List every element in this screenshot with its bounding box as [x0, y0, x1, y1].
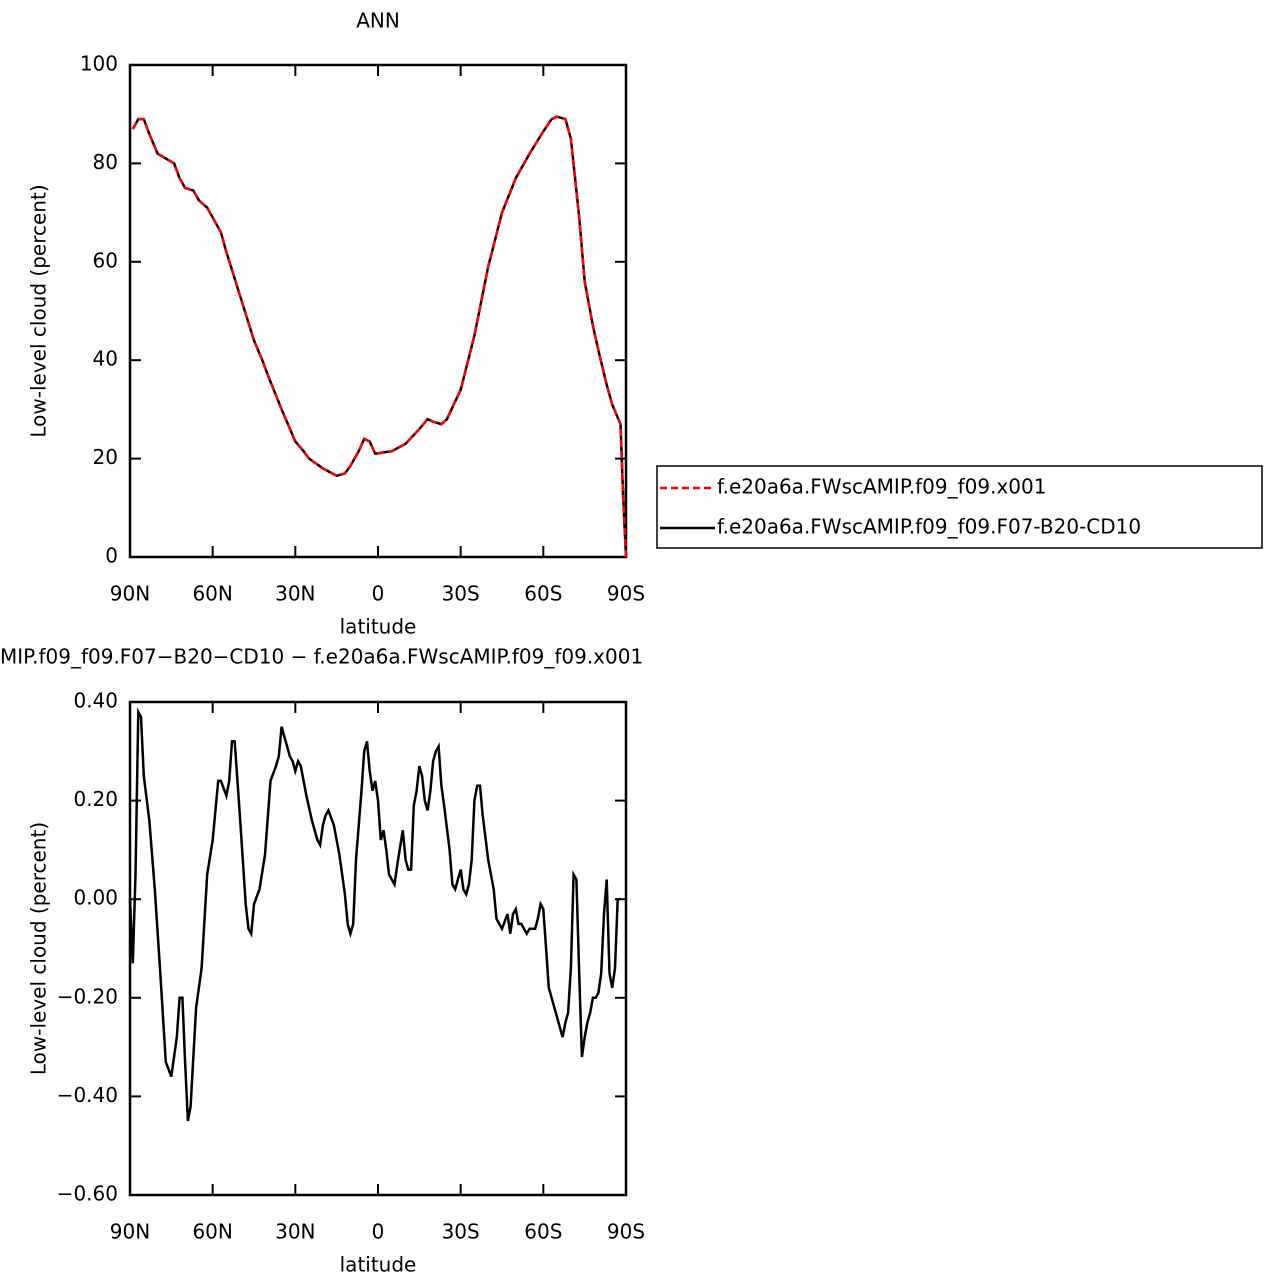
data-line: [131, 115, 628, 558]
x-tick-label: 30N: [275, 582, 315, 606]
x-axis-label: latitude: [340, 615, 417, 639]
y-tick-label: 80: [93, 150, 118, 174]
legend-label: f.e20a6a.FWscAMIP.f09_f09.x001: [717, 475, 1046, 499]
y-tick-label: 0.00: [73, 886, 118, 910]
y-tick-label: 40: [93, 347, 118, 371]
plot-frame: [128, 700, 628, 1197]
legend-label: f.e20a6a.FWscAMIP.f09_f09.F07-B20-CD10: [717, 515, 1141, 539]
chart-title: MIP.f09_f09.F07−B20−CD10 − f.e20a6a.FWsc…: [0, 645, 643, 669]
x-tick-label: 60S: [524, 582, 562, 606]
x-tick-label: 0: [372, 1220, 385, 1244]
y-tick-label: −0.60: [57, 1182, 118, 1206]
x-tick-label: 60N: [192, 582, 232, 606]
y-axis-label: Low-level cloud (percent): [27, 822, 51, 1075]
x-tick-label: 60S: [524, 1220, 562, 1244]
chart-title: ANN: [356, 9, 400, 33]
x-tick-label: 90N: [110, 582, 150, 606]
plot-frame: [128, 63, 628, 559]
y-tick-label: 100: [80, 52, 118, 76]
legend-box: [656, 465, 1263, 549]
y-tick-label: 60: [93, 248, 118, 272]
x-tick-label: 0: [372, 582, 385, 606]
y-tick-label: −0.40: [57, 1083, 118, 1107]
x-tick-label: 90S: [607, 1220, 645, 1244]
x-tick-label: 60N: [192, 1220, 232, 1244]
x-tick-label: 90N: [110, 1220, 150, 1244]
x-tick-label: 30S: [442, 582, 480, 606]
y-tick-label: 20: [93, 445, 118, 469]
x-tick-label: 30N: [275, 1220, 315, 1244]
x-axis-label: latitude: [340, 1253, 417, 1277]
y-tick-label: 0.20: [73, 787, 118, 811]
data-line: [128, 707, 621, 1122]
y-tick-label: 0: [105, 544, 118, 568]
y-tick-label: 0.40: [73, 689, 118, 713]
y-axis-label: Low-level cloud (percent): [27, 184, 51, 437]
x-tick-label: 90S: [607, 582, 645, 606]
data-line: [131, 115, 628, 558]
y-tick-label: −0.20: [57, 984, 118, 1008]
x-tick-label: 30S: [442, 1220, 480, 1244]
